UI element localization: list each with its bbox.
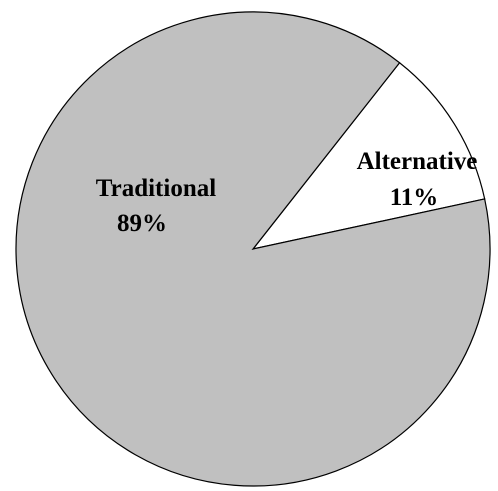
pie-slice-traditional: [15, 11, 491, 487]
alternative-name-label: Alternative: [357, 148, 478, 175]
traditional-name-label: Traditional: [96, 175, 216, 202]
pie-slice-alternative: [251, 61, 486, 250]
pie-slices: [15, 11, 491, 487]
traditional-percent-label: 89%: [117, 210, 167, 237]
alternative-percent-label: 11%: [390, 184, 439, 211]
